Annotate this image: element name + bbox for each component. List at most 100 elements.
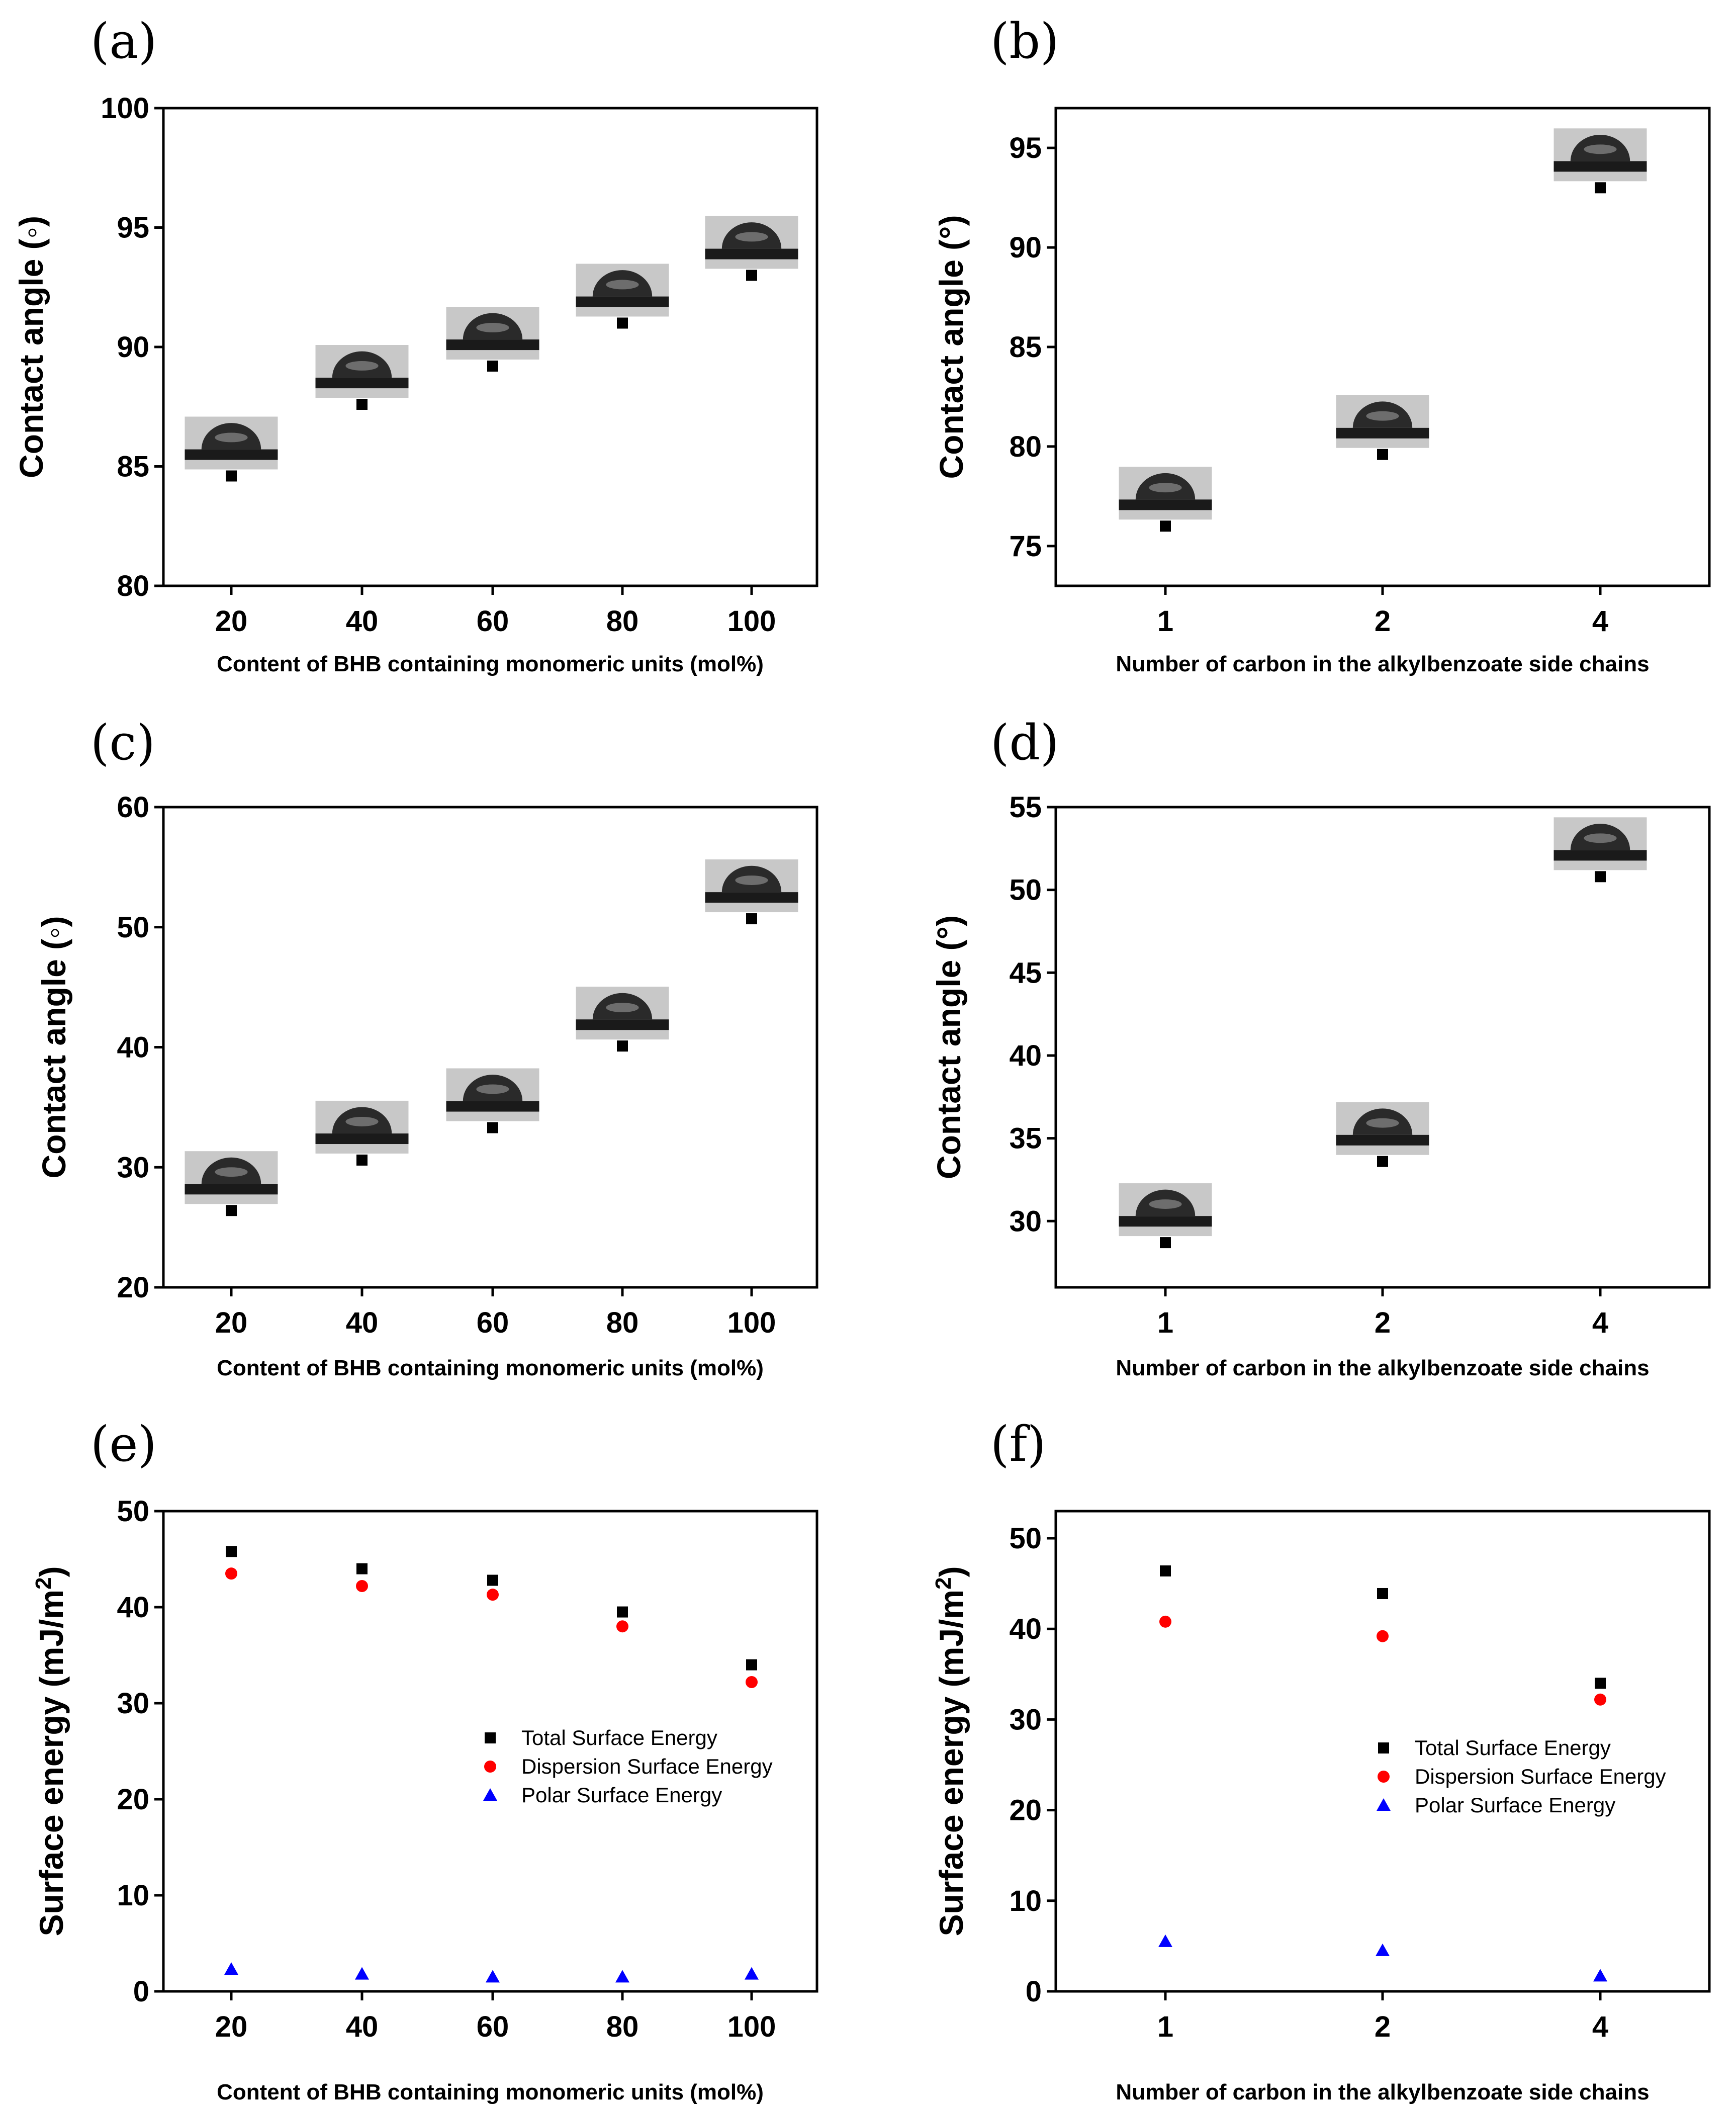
droplet-image — [1554, 128, 1647, 182]
droplet-image — [315, 345, 409, 398]
droplet-image — [446, 1068, 539, 1121]
x-tick-label: 60 — [477, 1306, 509, 1339]
legend-marker — [1378, 1771, 1390, 1783]
data-point-square — [226, 470, 237, 482]
droplet-image — [705, 216, 798, 269]
legend: Total Surface Energy Dispersion Surface E… — [1377, 1736, 1666, 1817]
data-point-square — [617, 1606, 628, 1618]
y-tick-label: 75 — [1009, 530, 1042, 563]
y-tick-label: 20 — [1009, 1794, 1042, 1827]
y-tick-label: 0 — [133, 1975, 149, 2008]
data-point-square — [487, 361, 498, 372]
legend-label: Polar Surface Energy — [521, 1783, 722, 1807]
droplet-image — [1119, 1183, 1212, 1237]
data-point-triangle — [615, 1970, 629, 1983]
y-tick-label: 40 — [1009, 1039, 1042, 1072]
x-tick-label: 100 — [727, 1306, 776, 1339]
data-point-triangle — [355, 1967, 369, 1980]
legend: Total Surface Energy Dispersion Surface E… — [483, 1726, 773, 1807]
data-point-circle — [487, 1589, 499, 1601]
y-tick-label: 55 — [1009, 791, 1042, 824]
data-point-square — [746, 1659, 757, 1671]
panel-label: (f) — [990, 1416, 1046, 1472]
y-tick-label: 50 — [1009, 874, 1042, 907]
x-tick-label: 2 — [1375, 605, 1391, 638]
data-point-circle — [1594, 1693, 1606, 1706]
droplet-image — [1554, 817, 1647, 870]
y-tick-label: 30 — [1009, 1703, 1042, 1736]
panel-label: (e) — [90, 1416, 157, 1472]
legend-marker — [1378, 1742, 1389, 1754]
y-tick-label: 30 — [117, 1687, 149, 1720]
chart-panel-4: (d) 30 35 40 45 50 55 1 2 4 Number of carbon in th… — [930, 715, 1711, 1380]
legend-label: Polar Surface Energy — [1415, 1793, 1615, 1817]
x-axis-title: Number of carbon in the alkylbenzoate si… — [1116, 652, 1649, 676]
legend-label: Total Surface Energy — [1415, 1736, 1611, 1760]
y-tick-label: 40 — [117, 1591, 149, 1624]
panel-label: (d) — [990, 715, 1059, 771]
x-tick-label: 40 — [346, 605, 379, 638]
data-point-triangle — [1158, 1934, 1172, 1947]
x-tick-label: 40 — [346, 2010, 379, 2043]
x-tick-label: 20 — [215, 605, 248, 638]
data-point-square — [617, 1040, 628, 1052]
chart-panel-5: (e) 0 10 20 30 40 50 20 40 60 80 100 Content of BHB … — [31, 1416, 818, 2104]
y-tick-label: 80 — [117, 570, 149, 602]
y-tick-label: 90 — [1009, 231, 1042, 264]
y-tick-label: 30 — [1009, 1205, 1042, 1238]
panel-label: (a) — [90, 13, 157, 69]
y-tick-label: 10 — [117, 1879, 149, 1912]
data-point-circle — [356, 1580, 368, 1592]
data-point-square — [226, 1205, 237, 1216]
data-point-circle — [1377, 1630, 1389, 1642]
data-point-square — [1377, 1588, 1388, 1599]
data-point-circle — [1159, 1615, 1171, 1628]
y-tick-label: 20 — [117, 1783, 149, 1816]
y-tick-label: 40 — [117, 1031, 149, 1064]
x-tick-label: 1 — [1157, 2010, 1173, 2043]
x-tick-label: 20 — [215, 1306, 248, 1339]
data-point-square — [1160, 520, 1171, 532]
y-tick-label: 20 — [117, 1271, 149, 1304]
data-point-triangle — [745, 1967, 759, 1980]
y-axis-title: Contact angle (°) — [933, 215, 970, 479]
droplet-image — [315, 1100, 409, 1154]
y-tick-label: 85 — [1009, 331, 1042, 364]
y-tick-label: 90 — [117, 331, 149, 364]
x-tick-label: 60 — [477, 605, 509, 638]
panel-label: (b) — [990, 13, 1059, 69]
droplet-image — [1336, 395, 1429, 448]
droplet-image — [1119, 467, 1212, 520]
x-tick-label: 4 — [1592, 1306, 1608, 1339]
y-tick-label: 40 — [1009, 1613, 1042, 1645]
y-tick-label: 45 — [1009, 956, 1042, 989]
legend-marker — [485, 1732, 496, 1743]
x-tick-label: 20 — [215, 2010, 248, 2043]
data-point-square — [746, 270, 757, 281]
data-point-square — [226, 1546, 237, 1557]
y-tick-label: 30 — [117, 1151, 149, 1184]
y-tick-label: 10 — [1009, 1885, 1042, 1917]
chart-panel-6: (f) 0 10 20 30 40 50 1 2 4 Number of carbon in the… — [931, 1416, 1711, 2104]
data-point-square — [487, 1122, 498, 1133]
data-point-circle — [746, 1676, 758, 1688]
data-point-square — [1595, 1678, 1606, 1689]
y-tick-label: 95 — [117, 212, 149, 244]
legend-label: Total Surface Energy — [521, 1726, 717, 1749]
x-tick-label: 2 — [1375, 2010, 1391, 2043]
x-axis-title: Content of BHB containing monomeric unit… — [217, 1356, 764, 1380]
legend-marker — [483, 1788, 497, 1801]
data-point-square — [356, 1563, 368, 1574]
x-tick-label: 1 — [1157, 1306, 1173, 1339]
data-point-square — [746, 913, 757, 925]
x-axis-title: Content of BHB containing monomeric unit… — [217, 652, 764, 676]
y-axis-title: Surface energy (mJ/m2) — [31, 1566, 70, 1936]
y-tick-label: 100 — [101, 92, 149, 125]
data-point-square — [617, 317, 628, 329]
x-tick-label: 60 — [477, 2010, 509, 2043]
x-tick-label: 80 — [606, 605, 639, 638]
x-tick-label: 4 — [1592, 2010, 1608, 2043]
data-point-circle — [225, 1567, 237, 1580]
y-tick-label: 50 — [1009, 1522, 1042, 1555]
x-axis-title: Number of carbon in the alkylbenzoate si… — [1116, 2080, 1649, 2104]
